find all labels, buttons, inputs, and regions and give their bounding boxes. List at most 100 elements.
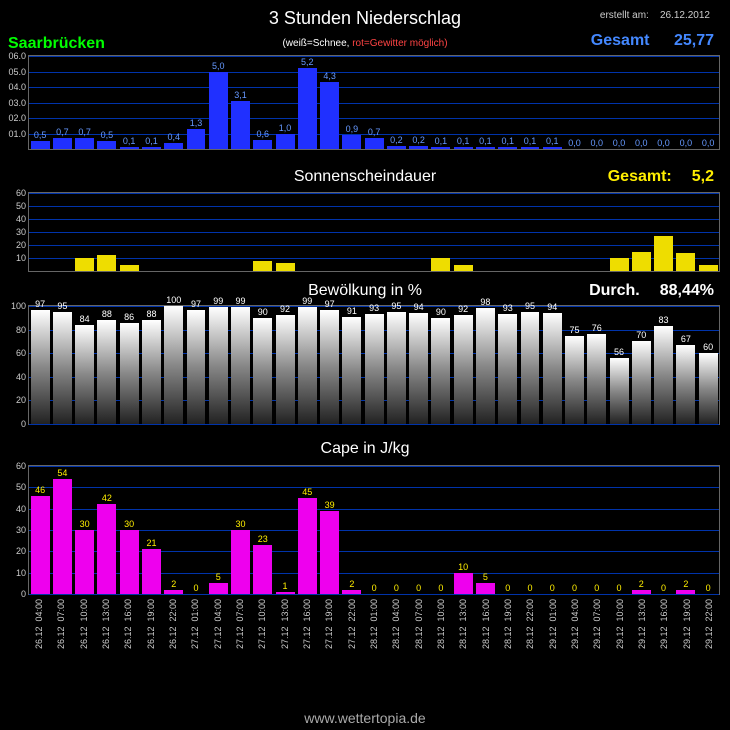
cloud-bar: 99	[209, 307, 228, 424]
precip-bar: 0,5	[97, 141, 116, 149]
cape-bar: 5	[476, 583, 495, 594]
sun-bar	[120, 265, 139, 272]
sun-bar	[654, 236, 673, 271]
precip-bar: 0,4	[164, 143, 183, 149]
created-date: 26.12.2012	[660, 10, 710, 21]
precip-bar: 5,2	[298, 68, 317, 149]
cloud-bar: 100	[164, 306, 183, 424]
cloud-bar: 67	[676, 345, 695, 424]
cape-bar: 1	[276, 592, 295, 594]
cloud-bar: 75	[565, 336, 584, 425]
created-label: erstellt am:	[600, 10, 649, 21]
precip-bar: 0,5	[31, 141, 50, 149]
cloud-bar: 95	[521, 312, 540, 424]
cloud-bar: 88	[142, 320, 161, 424]
precip-bar: 0,1	[543, 147, 562, 149]
cloud-chart: 1008060402009795848886881009799999092999…	[28, 305, 720, 425]
sun-bar	[276, 263, 295, 271]
sun-stat: Gesamt:5,2	[608, 168, 714, 186]
cloud-bar: 90	[253, 318, 272, 424]
cape-bar: 2	[632, 590, 651, 594]
cape-bar: 54	[53, 479, 72, 594]
cape-bar: 2	[342, 590, 361, 594]
cloud-bar: 88	[97, 320, 116, 424]
precip-bar: 0,1	[521, 147, 540, 149]
precip-bar: 0,1	[454, 147, 473, 149]
cape-bar: 2	[164, 590, 183, 594]
header: 3 Stunden Niederschlag erstellt am: 26.1…	[0, 8, 730, 29]
cloud-stat: Durch.88,44%	[589, 282, 714, 300]
cloud-bar: 99	[298, 307, 317, 424]
cloud-bar: 92	[454, 315, 473, 424]
cloud-bar: 95	[387, 312, 406, 424]
sun-bar	[97, 255, 116, 271]
cloud-bar: 90	[431, 318, 450, 424]
precip-total-value: 25,77	[674, 32, 714, 49]
precip-bar: 0,1	[476, 147, 495, 149]
precip-bar: 0,7	[365, 138, 384, 149]
cape-chart: 6050403020100465430423021205302314539200…	[28, 465, 720, 595]
precip-bar: 1,0	[276, 134, 295, 150]
cape-bar: 45	[298, 498, 317, 594]
sun-chart: 605040302010	[28, 192, 720, 272]
legend-subtitle: (weiß=Schnee, rot=Gewitter möglich)	[282, 38, 447, 49]
sun-bar	[632, 252, 651, 272]
sun-bar	[676, 253, 695, 271]
cloud-bar: 98	[476, 308, 495, 424]
cloud-bar: 86	[120, 323, 139, 424]
precip-bar: 0,1	[120, 147, 139, 149]
cape-bar: 5	[209, 583, 228, 594]
precip-total: Gesamt 25,77	[591, 32, 714, 50]
precip-bar: 5,0	[209, 72, 228, 150]
cape-bar: 30	[75, 530, 94, 594]
x-axis: 26.12 04:0026.12 07:0026.12 10:0026.12 1…	[28, 599, 720, 651]
precip-bar: 4,3	[320, 82, 339, 149]
precip-bar: 0,7	[75, 138, 94, 149]
sun-bar	[253, 261, 272, 271]
cloud-bar: 93	[365, 314, 384, 424]
precip-bar: 0,2	[387, 146, 406, 149]
cloud-bar: 70	[632, 341, 651, 424]
cloud-bar: 99	[231, 307, 250, 424]
sun-bar	[699, 265, 718, 272]
precip-total-label: Gesamt	[591, 32, 650, 49]
cloud-bar: 94	[543, 313, 562, 424]
precip-bar: 0,2	[409, 146, 428, 149]
cloud-bar: 92	[276, 315, 295, 424]
sun-bar	[431, 258, 450, 271]
cloud-bar: 60	[699, 353, 718, 424]
cape-bar: 42	[97, 504, 116, 594]
cloud-bar: 56	[610, 358, 629, 424]
cloud-bar: 83	[654, 326, 673, 424]
cloud-bar: 95	[53, 312, 72, 424]
precip-bar: 0,7	[53, 138, 72, 149]
sun-bar	[610, 258, 629, 271]
cloud-bar: 91	[342, 317, 361, 424]
precip-bar: 3,1	[231, 101, 250, 149]
sun-bar	[454, 265, 473, 272]
precip-bar: 0,6	[253, 140, 272, 149]
cape-bar: 10	[454, 573, 473, 594]
cape-bar: 21	[142, 549, 161, 594]
precip-bar: 0,9	[342, 135, 361, 149]
cape-bar: 23	[253, 545, 272, 594]
cloud-bar: 93	[498, 314, 517, 424]
precip-bar: 0,1	[431, 147, 450, 149]
cape-title: Cape in J/kg	[0, 440, 730, 458]
cloud-bar: 97	[320, 310, 339, 424]
legend-snow: (weiß=Schnee,	[282, 38, 349, 49]
cape-bar: 39	[320, 511, 339, 594]
cloud-bar: 94	[409, 313, 428, 424]
sun-bar	[75, 258, 94, 271]
precip-bar: 1,3	[187, 129, 206, 149]
footer: www.wettertopia.de	[0, 710, 730, 726]
cape-bar: 30	[231, 530, 250, 594]
precip-bar: 0,1	[142, 147, 161, 149]
cape-bar: 30	[120, 530, 139, 594]
legend-storm: rot=Gewitter möglich)	[352, 38, 447, 49]
created-stamp: erstellt am: 26.12.2012	[600, 10, 710, 21]
cloud-bar: 84	[75, 325, 94, 424]
cape-bar: 2	[676, 590, 695, 594]
precip-bar: 0,1	[498, 147, 517, 149]
cape-bar: 46	[31, 496, 50, 594]
